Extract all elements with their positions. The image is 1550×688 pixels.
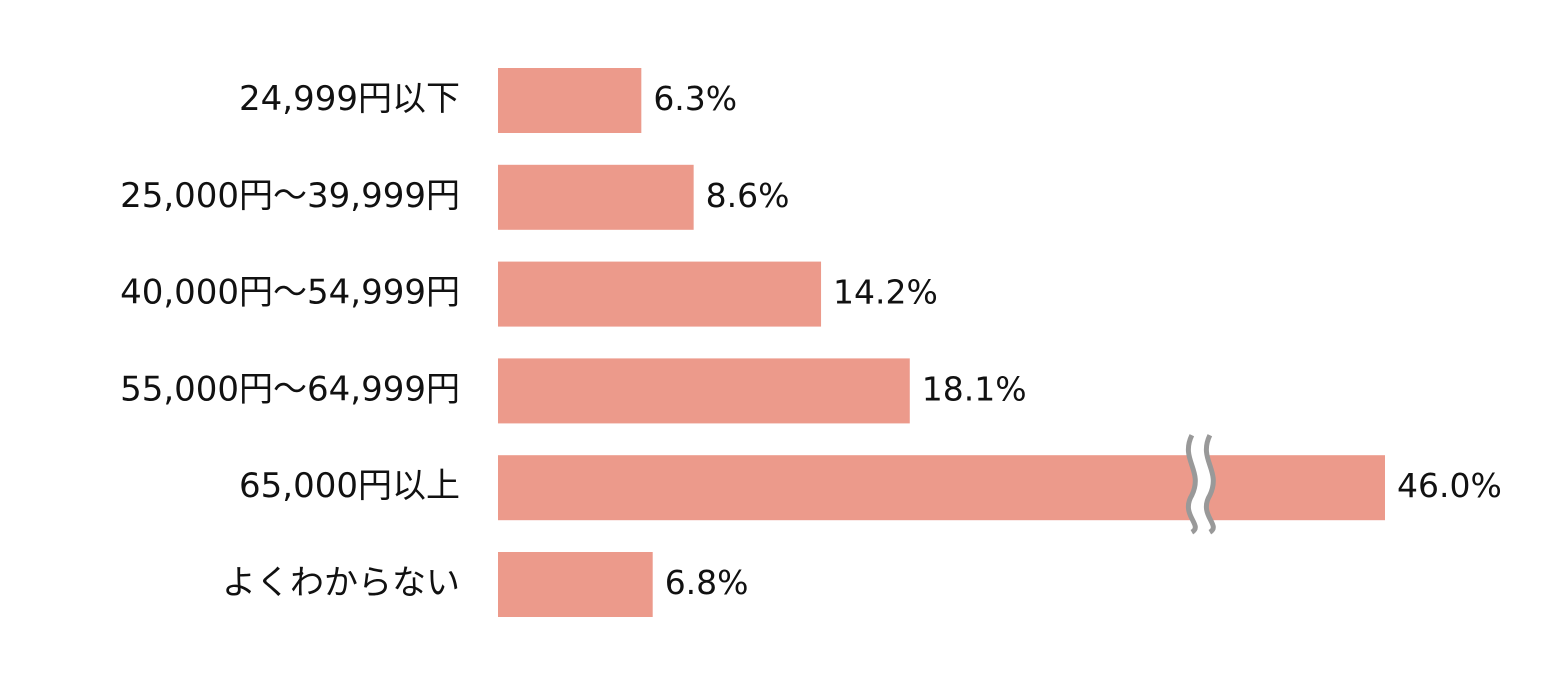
value-label: 14.2% — [833, 273, 938, 312]
category-label: 65,000円以上 — [239, 466, 460, 506]
category-label: 40,000円〜54,999円 — [120, 273, 460, 313]
category-label: 24,999円以下 — [239, 79, 460, 119]
bar — [498, 358, 910, 424]
category-label: 55,000円〜64,999円 — [120, 369, 460, 409]
axis-break — [1185, 431, 1216, 540]
value-label: 8.6% — [706, 176, 790, 215]
category-label: 25,000円〜39,999円 — [120, 176, 460, 216]
bar — [498, 68, 642, 133]
value-label: 46.0% — [1397, 466, 1502, 505]
break-line — [1185, 434, 1198, 535]
value-label: 6.8% — [665, 563, 749, 602]
bar — [498, 261, 822, 327]
break-gap — [1189, 431, 1213, 540]
category-label: よくわからない — [222, 563, 460, 603]
value-label: 18.1% — [922, 369, 1027, 408]
break-line — [1203, 434, 1216, 535]
bar — [498, 455, 1385, 521]
bar — [498, 164, 694, 230]
bar — [498, 552, 653, 617]
value-label: 6.3% — [653, 79, 737, 118]
